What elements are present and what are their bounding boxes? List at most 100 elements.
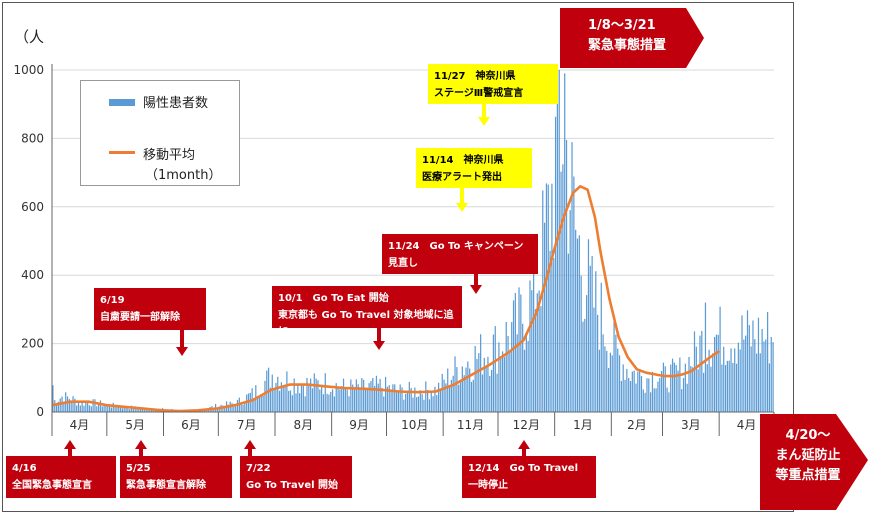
bar xyxy=(96,406,98,412)
bar xyxy=(567,253,569,412)
x-tick-label: 8月 xyxy=(294,418,314,432)
bar xyxy=(538,290,540,412)
bar xyxy=(317,380,319,412)
bar xyxy=(726,360,729,412)
bar xyxy=(92,399,94,412)
bar xyxy=(564,73,566,413)
annotation-0416-text: 全国緊急事態宣言 xyxy=(12,480,92,491)
bar xyxy=(368,383,370,412)
bar xyxy=(132,408,134,412)
bar xyxy=(353,388,356,412)
bar xyxy=(662,362,665,412)
bar xyxy=(765,339,767,412)
y-tick-label: 1000 xyxy=(13,63,44,77)
bar xyxy=(273,389,275,412)
pointer-arrow xyxy=(139,448,143,456)
bar xyxy=(754,339,756,412)
annotation-0619-date: 6/19 xyxy=(100,295,125,306)
bar xyxy=(450,379,452,412)
bar xyxy=(308,385,310,412)
bar xyxy=(693,331,696,412)
annotation-0420-text2: 等重点措置 xyxy=(775,468,841,483)
bar xyxy=(739,349,741,412)
bar xyxy=(390,391,392,412)
bar xyxy=(77,402,80,412)
bar xyxy=(571,142,573,413)
y-tick-label: 600 xyxy=(21,200,44,214)
annotation-1214: 12/14 Go To Travel 一時停止 xyxy=(462,456,596,498)
bar xyxy=(70,400,72,412)
bar xyxy=(549,250,551,412)
bar xyxy=(631,371,633,412)
bar xyxy=(397,392,399,412)
bar xyxy=(384,376,387,412)
bar xyxy=(682,377,685,412)
bar xyxy=(772,342,774,412)
bar xyxy=(518,287,520,412)
bar xyxy=(320,387,323,412)
bar xyxy=(766,311,769,412)
bar xyxy=(512,300,515,412)
bar xyxy=(629,380,632,412)
y-tick-label: 800 xyxy=(21,131,44,145)
bar xyxy=(339,389,341,412)
bar xyxy=(569,210,571,412)
bar xyxy=(547,184,549,412)
bar xyxy=(412,397,414,412)
bar xyxy=(361,377,363,412)
bar xyxy=(558,70,560,412)
bar xyxy=(313,373,315,412)
bar xyxy=(57,401,60,412)
bar xyxy=(533,240,535,412)
bar xyxy=(578,235,580,412)
bar xyxy=(465,367,467,412)
bar xyxy=(282,386,284,412)
emergency-measures-arrow xyxy=(560,8,704,68)
bar xyxy=(670,364,672,412)
bar xyxy=(79,405,81,412)
bar xyxy=(735,363,738,412)
bar xyxy=(319,389,321,412)
bar xyxy=(580,275,582,412)
bar xyxy=(76,405,78,412)
bar xyxy=(408,381,410,412)
bar xyxy=(724,365,727,412)
annotation-0722: 7/22 Go To Travel 開始 xyxy=(240,456,352,498)
bar xyxy=(719,306,721,412)
bar xyxy=(330,391,332,412)
bar xyxy=(525,336,527,412)
bar xyxy=(253,397,255,412)
bar xyxy=(485,366,487,412)
bar xyxy=(68,399,70,412)
bar xyxy=(269,387,272,412)
bar xyxy=(377,383,379,412)
bar xyxy=(447,368,449,412)
bar xyxy=(366,387,368,412)
bar xyxy=(478,353,480,412)
bar xyxy=(101,406,103,412)
bar xyxy=(227,404,230,412)
bar xyxy=(562,164,564,412)
bar xyxy=(494,326,496,412)
bar xyxy=(554,116,557,412)
legend-line-sublabel: （1month） xyxy=(145,168,222,183)
bar xyxy=(701,330,703,412)
pointer-arrowhead xyxy=(176,347,188,356)
bar xyxy=(324,373,326,412)
annotation-1214-date: 12/14 Go To Travel xyxy=(468,463,579,474)
y-tick-label: 200 xyxy=(21,337,44,351)
bar xyxy=(684,363,686,412)
bar xyxy=(750,346,752,412)
bar xyxy=(748,325,750,412)
bar xyxy=(54,400,56,412)
bar xyxy=(723,346,725,412)
bar xyxy=(130,405,133,412)
bar xyxy=(97,403,100,412)
bar xyxy=(374,386,376,412)
bar xyxy=(653,388,655,412)
bar xyxy=(388,385,390,412)
bar xyxy=(675,365,677,412)
bar xyxy=(118,405,120,412)
bar xyxy=(498,342,500,412)
bar xyxy=(335,383,337,412)
